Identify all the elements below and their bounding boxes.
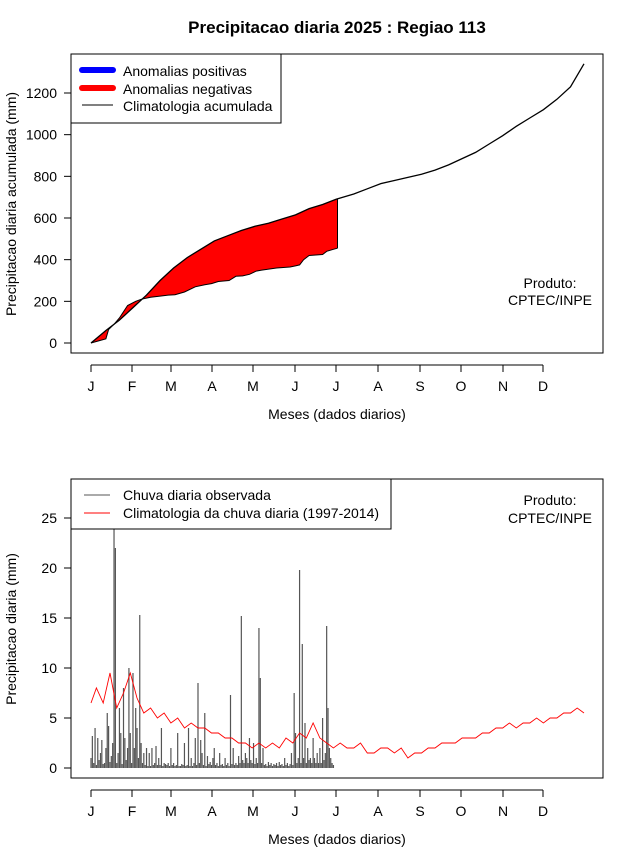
x-tick-label: J [292, 378, 299, 394]
observed-rain-bars [90, 528, 335, 768]
negative-anomaly-area [91, 198, 338, 343]
x-axis-label: Meses (dados diarios) [268, 831, 406, 847]
legend: Chuva diaria observada Climatologia da c… [70, 478, 392, 530]
y-tick-label: 25 [41, 510, 57, 526]
legend-label-observed: Chuva diaria observada [123, 487, 271, 503]
x-tick-label: M [165, 378, 177, 394]
y-tick-label: 10 [41, 660, 57, 676]
climatology-daily-line [90, 671, 585, 759]
figure-title: Precipitacao diaria 2025 : Regiao 113 [188, 18, 486, 37]
x-tick-label: O [456, 378, 467, 394]
y-tick-label: 800 [34, 168, 58, 184]
y-tick-label: 0 [49, 760, 57, 776]
product-source: CPTEC/INPE [508, 292, 592, 308]
product-label: Produto: [524, 275, 577, 291]
y-tick-label: 1200 [26, 85, 57, 101]
y-tick-label: 0 [49, 335, 57, 351]
y-tick-label: 20 [41, 560, 57, 576]
x-tick-label: J [292, 803, 299, 819]
negative-anomaly-fill [91, 198, 338, 343]
y-tick-label: 200 [34, 293, 58, 309]
observed-cumulative-line [90, 247, 338, 344]
x-tick-label: M [247, 378, 259, 394]
cumulative-precipitation-panel: 0 200 400 600 800 1000 1200 J F M A M J J A S O N D Preci… [3, 53, 604, 422]
y-tick-label: 15 [41, 610, 57, 626]
daily-precipitation-panel: 0 5 10 15 20 25 J F M A M J J A S O N D Precipitacao dia… [3, 478, 604, 847]
x-tick-label: A [373, 803, 383, 819]
x-tick-label: A [207, 803, 217, 819]
x-axis-label: Meses (dados diarios) [268, 406, 406, 422]
y-axis-label: Precipitacao diaria acumulada (mm) [3, 92, 19, 316]
legend-label-climatology: Climatologia acumulada [123, 98, 273, 114]
legend: Anomalias positivas Anomalias negativas … [70, 53, 282, 124]
x-tick-label: D [538, 378, 548, 394]
product-source: CPTEC/INPE [508, 510, 592, 526]
x-tick-label: J [333, 803, 340, 819]
y-axis: 0 200 400 600 800 1000 1200 [26, 85, 72, 351]
x-tick-label: M [165, 803, 177, 819]
x-tick-label: S [415, 378, 424, 394]
x-tick-label: F [128, 803, 137, 819]
x-tick-label: J [333, 378, 340, 394]
y-tick-label: 5 [49, 710, 57, 726]
x-tick-label: D [538, 803, 548, 819]
legend-label-climatology: Climatologia da chuva diaria (1997-2014) [123, 505, 379, 521]
y-axis: 0 5 10 15 20 25 [41, 510, 72, 776]
x-tick-label: A [207, 378, 217, 394]
climatology-cumulative-line [90, 63, 585, 344]
legend-label-negative: Anomalias negativas [123, 81, 252, 97]
legend-box [70, 478, 392, 530]
x-tick-label: O [456, 803, 467, 819]
legend-label-positive: Anomalias positivas [123, 63, 247, 79]
x-tick-label: J [88, 378, 95, 394]
climatology-line [90, 671, 585, 759]
y-tick-label: 600 [34, 210, 58, 226]
y-axis-label: Precipitacao diaria (mm) [3, 553, 19, 705]
x-tick-label: N [498, 803, 508, 819]
x-tick-label: A [373, 378, 383, 394]
y-tick-label: 1000 [26, 127, 57, 143]
cumulative-lines [90, 63, 585, 344]
x-tick-label: J [88, 803, 95, 819]
product-label: Produto: [524, 492, 577, 508]
x-tick-label: N [498, 378, 508, 394]
x-tick-label: M [247, 803, 259, 819]
x-tick-label: F [128, 378, 137, 394]
y-tick-label: 400 [34, 252, 58, 268]
x-tick-label: S [415, 803, 424, 819]
